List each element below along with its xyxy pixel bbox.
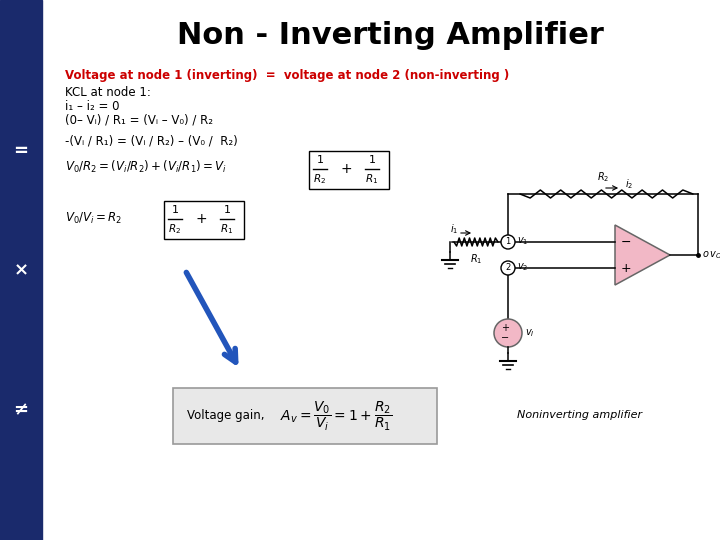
Text: +: + [621, 261, 631, 274]
Text: $V_0 / V_i = R_2$: $V_0 / V_i = R_2$ [65, 211, 122, 226]
Text: $R_2$: $R_2$ [597, 170, 609, 184]
FancyBboxPatch shape [173, 388, 437, 444]
Circle shape [501, 261, 515, 275]
Text: 1: 1 [505, 238, 510, 246]
Text: +: + [501, 323, 509, 333]
Text: $R_2$: $R_2$ [168, 222, 181, 236]
Text: -(Vᵢ / R₁) = (Vᵢ / R₂) – (V₀ /  R₂): -(Vᵢ / R₁) = (Vᵢ / R₂) – (V₀ / R₂) [65, 134, 238, 147]
Text: Non - Inverting Amplifier: Non - Inverting Amplifier [176, 21, 603, 50]
Text: ×: × [14, 261, 29, 279]
Text: −: − [501, 333, 509, 343]
Text: $o\,v_O$: $o\,v_O$ [702, 249, 720, 261]
Text: $R_2$: $R_2$ [313, 172, 327, 186]
Polygon shape [615, 225, 670, 285]
Text: 1: 1 [171, 205, 179, 215]
FancyBboxPatch shape [309, 151, 389, 189]
Text: 2: 2 [505, 264, 510, 273]
Text: +: + [195, 212, 207, 226]
Text: Noninverting amplifier: Noninverting amplifier [518, 410, 642, 420]
Text: Voltage at node 1 (inverting)  =  voltage at node 2 (non-inverting ): Voltage at node 1 (inverting) = voltage … [65, 69, 509, 82]
Bar [0, 0, 42, 540]
Text: $i_1$: $i_1$ [450, 222, 459, 236]
Text: $i_2$: $i_2$ [625, 177, 634, 191]
Circle shape [494, 319, 522, 347]
Text: $R_1$: $R_1$ [470, 252, 482, 266]
Text: −: − [621, 235, 631, 248]
Text: 1: 1 [317, 155, 323, 165]
Text: $v_I$: $v_I$ [525, 327, 534, 339]
Text: 1: 1 [369, 155, 376, 165]
Text: 1: 1 [223, 205, 230, 215]
Text: $v_2$: $v_2$ [517, 261, 528, 273]
FancyBboxPatch shape [164, 201, 244, 239]
Text: KCL at node 1:: KCL at node 1: [65, 85, 151, 98]
Text: +: + [340, 162, 352, 176]
Text: =: = [14, 142, 29, 160]
Text: $R_1$: $R_1$ [220, 222, 233, 236]
Text: $v_1$: $v_1$ [517, 235, 528, 247]
Text: i₁ – i₂ = 0: i₁ – i₂ = 0 [65, 99, 120, 112]
Text: ≠: ≠ [14, 401, 29, 420]
Circle shape [501, 235, 515, 249]
Text: $V_0 / R_2 = (V_i / R_2) + (V_i /  R_1) = V_i$: $V_0 / R_2 = (V_i / R_2) + (V_i / R_1) =… [65, 159, 227, 175]
Text: $R_1$: $R_1$ [366, 172, 379, 186]
Text: $A_v = \dfrac{V_0}{V_i} = 1 + \dfrac{R_2}{R_1}$: $A_v = \dfrac{V_0}{V_i} = 1 + \dfrac{R_2… [280, 400, 392, 433]
Text: Voltage gain,: Voltage gain, [187, 409, 264, 422]
Text: (0– Vᵢ) / R₁ = (Vᵢ – V₀) / R₂: (0– Vᵢ) / R₁ = (Vᵢ – V₀) / R₂ [65, 113, 213, 126]
